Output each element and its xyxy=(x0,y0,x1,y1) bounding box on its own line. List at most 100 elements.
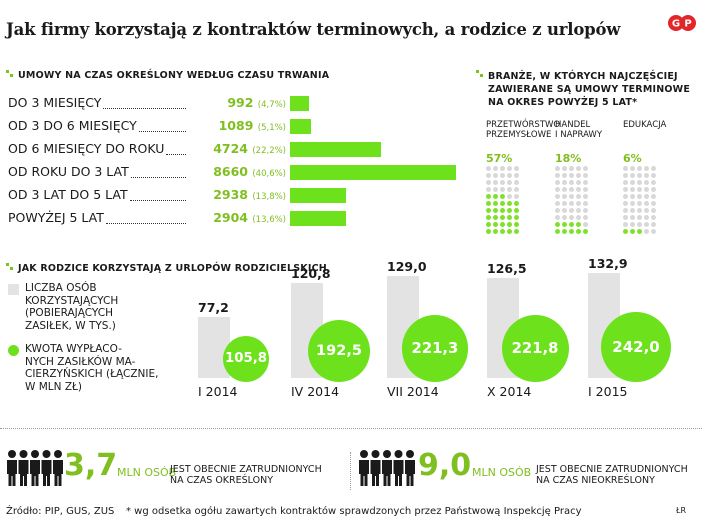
legend-swatch-green xyxy=(8,345,19,356)
waffle-dot xyxy=(500,194,505,199)
waffle-dot xyxy=(637,208,642,213)
footnote-text: * wg odsetka ogółu zawartych kontraktów … xyxy=(126,506,582,517)
waffle-dot xyxy=(569,173,574,178)
waffle-dot xyxy=(486,180,491,185)
waffle-dot xyxy=(493,201,498,206)
bar-value-label: 8660 (40,6%) xyxy=(213,164,286,179)
waffle-dot xyxy=(507,187,512,192)
bar xyxy=(290,142,381,157)
bar-category-label: OD 3 LAT DO 5 LAT xyxy=(8,187,128,202)
waffle-dot xyxy=(644,229,649,234)
green-circle: 242,0 xyxy=(601,312,671,382)
waffle-dot xyxy=(651,194,656,199)
section-title-contracts: Umowy na czas określony według czasu trw… xyxy=(18,70,330,81)
stat-value: 9,0 xyxy=(418,448,472,483)
waffle-dot xyxy=(583,194,588,199)
leader-dots xyxy=(139,131,186,132)
waffle-dot xyxy=(644,173,649,178)
waffle-dot xyxy=(630,222,635,227)
section-marker-icon xyxy=(6,70,13,77)
waffle-dot xyxy=(486,187,491,192)
waffle-dot xyxy=(644,222,649,227)
waffle-value-label: 57% xyxy=(486,152,513,165)
section-title-parents: Jak rodzice korzystają z urlopów rodzici… xyxy=(18,263,327,274)
divider xyxy=(0,428,702,430)
bar-category-label: DO 3 MIESIĘCY xyxy=(8,95,102,110)
bar-value-label: 4724 (22,2%) xyxy=(213,141,286,156)
bar xyxy=(290,165,456,180)
waffle-dot xyxy=(623,229,628,234)
waffle-dot xyxy=(500,180,505,185)
waffle-dot xyxy=(555,180,560,185)
waffle-dot xyxy=(623,215,628,220)
bar-percent-label: (40,6%) xyxy=(252,169,286,179)
bar-percent-label: (13,6%) xyxy=(252,215,286,225)
legend-swatch-gray xyxy=(8,284,19,295)
waffle-dot xyxy=(500,215,505,220)
waffle-dot xyxy=(514,229,519,234)
stat-text: JEST OBECNIE ZATRUDNIONYCH NA CZAS OKREŚL… xyxy=(170,464,322,486)
waffle-dot xyxy=(562,187,567,192)
waffle-dot xyxy=(569,208,574,213)
waffle-dot xyxy=(562,229,567,234)
waffle-dot xyxy=(651,187,656,192)
waffle-dot xyxy=(637,222,642,227)
waffle-dot xyxy=(569,201,574,206)
stat-value: 3,7 xyxy=(64,448,118,483)
category-label: VII 2014 xyxy=(387,384,439,399)
waffle-dot xyxy=(514,187,519,192)
bar-value-label: 1089 (5,1%) xyxy=(218,118,286,133)
waffle-dot xyxy=(623,208,628,213)
waffle-dot xyxy=(576,166,581,171)
waffle-dot xyxy=(486,194,491,199)
waffle-dot xyxy=(630,201,635,206)
gray-bar-value: 120,8 xyxy=(291,265,331,281)
waffle-dot xyxy=(514,173,519,178)
waffle-dot xyxy=(583,173,588,178)
bar-percent-label: (5,1%) xyxy=(257,123,286,133)
section-title-industries: BRANŻE, W KTÓRYCH NAJCZĘŚCIEJ ZAWIERANE … xyxy=(488,71,691,108)
waffle-dot xyxy=(637,201,642,206)
waffle-dot xyxy=(623,187,628,192)
waffle-dot xyxy=(507,180,512,185)
waffle-dot xyxy=(576,222,581,227)
stat-unit: MLN OSÓB xyxy=(472,466,532,479)
waffle-dot xyxy=(651,222,656,227)
waffle-dot xyxy=(630,194,635,199)
waffle-dot xyxy=(583,215,588,220)
waffle-dot xyxy=(630,215,635,220)
bar-value-label: 2938 (13,8%) xyxy=(213,187,286,202)
waffle-dot xyxy=(583,166,588,171)
leader-dots xyxy=(130,200,186,201)
bar-category-label: OD 3 DO 6 MIESIĘCY xyxy=(8,118,137,133)
bar xyxy=(290,96,309,111)
waffle-category-label: PRZETWÓRSTWO PRZEMYSŁOWE xyxy=(486,120,561,140)
waffle-dot xyxy=(486,208,491,213)
waffle-dot xyxy=(651,229,656,234)
waffle-dot xyxy=(493,173,498,178)
waffle-dot xyxy=(623,222,628,227)
waffle-dot xyxy=(500,229,505,234)
waffle-dot xyxy=(576,187,581,192)
waffle-dot xyxy=(630,187,635,192)
waffle-dot xyxy=(576,208,581,213)
gray-bar-value: 77,2 xyxy=(198,300,229,315)
waffle-dot xyxy=(583,229,588,234)
green-circle: 221,8 xyxy=(501,315,569,382)
waffle-dot xyxy=(562,201,567,206)
category-label: IV 2014 xyxy=(291,384,340,399)
waffle-dot xyxy=(651,180,656,185)
leader-dots xyxy=(106,223,186,224)
stat-unit: MLN OSÓB xyxy=(117,466,177,479)
waffle-dot xyxy=(637,215,642,220)
waffle-grid xyxy=(555,166,588,234)
waffle-dot xyxy=(644,215,649,220)
waffle-dot xyxy=(630,173,635,178)
waffle-dot xyxy=(583,187,588,192)
waffle-dot xyxy=(493,229,498,234)
bar-category-label: OD 6 MIESIĘCY DO ROKU xyxy=(8,141,165,156)
waffle-dot xyxy=(569,166,574,171)
page-title: Jak firmy korzystają z kontraktów termin… xyxy=(6,20,621,39)
section-marker-icon xyxy=(6,263,13,270)
waffle-dot xyxy=(514,208,519,213)
